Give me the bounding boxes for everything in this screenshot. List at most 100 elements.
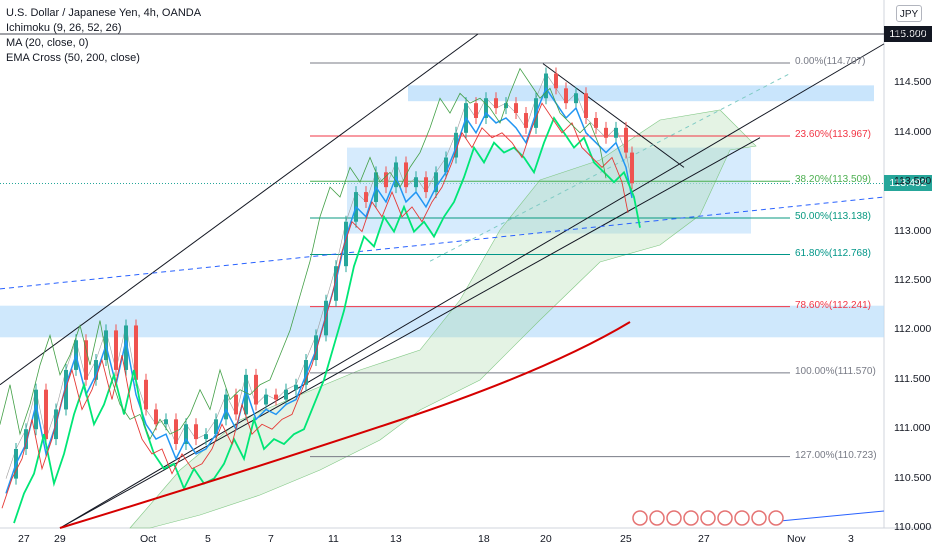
candle-body	[174, 419, 178, 445]
y-tick-label: 110.500	[894, 471, 932, 484]
candle-body	[274, 394, 278, 400]
support-zone	[0, 305, 884, 338]
candle-body	[584, 93, 588, 118]
y-tick-label: 114.000	[894, 125, 932, 138]
x-tick-label: 27	[698, 533, 710, 545]
event-icon	[649, 510, 665, 526]
x-tick-label: 3	[848, 533, 854, 545]
fib-label: 0.00%(114.707)	[795, 55, 866, 67]
candle-body	[444, 157, 448, 173]
candle-body	[224, 394, 228, 420]
candle-body	[604, 127, 608, 138]
candle-body	[134, 325, 138, 380]
candle-body	[304, 360, 308, 385]
fib-label: 127.00%(110.723)	[795, 449, 877, 461]
resistance-zone	[408, 85, 874, 102]
chart-legend: U.S. Dollar / Japanese Yen, 4h, OANDA Ic…	[6, 6, 201, 66]
candle-body	[114, 330, 118, 370]
candle-body	[564, 88, 568, 104]
candle-body	[474, 103, 478, 118]
price-path	[5, 72, 633, 479]
candle-body	[364, 192, 368, 202]
candle-body	[164, 419, 168, 425]
candle-body	[424, 177, 428, 193]
candle-body	[24, 429, 28, 449]
candle-body	[344, 221, 348, 267]
candle-body	[204, 434, 208, 440]
candle-body	[454, 132, 458, 158]
x-tick-label: Oct	[140, 533, 157, 545]
candle-body	[484, 98, 488, 118]
candle-body	[384, 172, 388, 188]
y-tick-label: 114.500	[894, 76, 932, 89]
candle-body	[124, 325, 128, 370]
x-tick-label: Nov	[787, 533, 806, 545]
event-icon	[700, 510, 716, 526]
kijun-line	[1, 102, 629, 509]
candle-body	[594, 117, 598, 128]
x-tick-label: 7	[268, 533, 274, 545]
candle-body	[64, 369, 68, 410]
candle-body	[44, 389, 48, 440]
legend-ema: EMA Cross (50, 200, close)	[6, 52, 140, 64]
candle-body	[184, 424, 188, 445]
ema50-line	[13, 116, 641, 524]
candle-body	[434, 172, 438, 193]
x-tick-label: 11	[328, 533, 339, 545]
candle-body	[514, 103, 518, 114]
candle-body	[94, 360, 98, 380]
fib-label: 23.60%(113.967)	[795, 129, 871, 141]
fib-label: 50.00%(113.138)	[795, 210, 871, 222]
candle-body	[294, 384, 298, 390]
candle-body	[34, 389, 38, 430]
price-tag-top: 115.000	[884, 26, 932, 42]
x-tick-label: 29	[54, 533, 66, 545]
candle-body	[524, 113, 528, 128]
fib-label: 38.20%(113.509)	[795, 174, 871, 186]
candle-body	[614, 127, 618, 138]
candle-body	[624, 127, 628, 153]
y-tick-label: 112.500	[894, 274, 932, 286]
bottom-right-line	[779, 510, 885, 522]
event-icon	[666, 510, 682, 526]
currency-button[interactable]: JPY	[896, 5, 922, 22]
descending-trendline	[542, 63, 685, 168]
candle-body	[494, 98, 498, 109]
candle-body	[154, 409, 158, 425]
dashed-projection	[429, 73, 791, 262]
fib-label: 78.60%(112.241)	[795, 299, 871, 311]
candle-body	[144, 379, 148, 410]
candle-body	[630, 152, 634, 184]
event-icon	[632, 510, 648, 526]
lagging-span	[0, 67, 607, 441]
event-icon	[768, 510, 784, 526]
legend-symbol: U.S. Dollar / Japanese Yen, 4h, OANDA	[6, 7, 202, 19]
legend-ma: MA (20, close, 0)	[6, 37, 89, 49]
candle-body	[244, 374, 248, 415]
support-trendline	[59, 137, 761, 529]
event-icon	[683, 510, 699, 526]
candle-body	[414, 177, 418, 188]
y-tick-label: 111.500	[894, 372, 931, 385]
candle-body	[194, 424, 198, 440]
candle-body	[264, 394, 268, 405]
candle-body	[554, 73, 558, 89]
event-icon	[717, 510, 733, 526]
dashed-trendline	[0, 196, 885, 290]
y-tick-label: 115.000	[894, 27, 932, 39]
candle-body	[574, 93, 578, 104]
candle-body	[234, 394, 238, 415]
candle-body	[84, 340, 88, 380]
lower-trendline	[59, 43, 885, 529]
event-icon	[751, 510, 767, 526]
fib-label: 100.00%(111.570)	[795, 365, 876, 377]
y-tick-label: 113.500	[894, 175, 932, 188]
fib-label: 61.80%(112.768)	[795, 247, 871, 259]
x-tick-label: 20	[540, 533, 552, 545]
x-tick-label: 13	[390, 533, 402, 545]
price-tag-last: 113.492	[884, 175, 932, 191]
y-tick-label: 110.000	[894, 521, 932, 533]
candle-body	[214, 419, 218, 435]
x-tick-label: 25	[620, 533, 632, 545]
